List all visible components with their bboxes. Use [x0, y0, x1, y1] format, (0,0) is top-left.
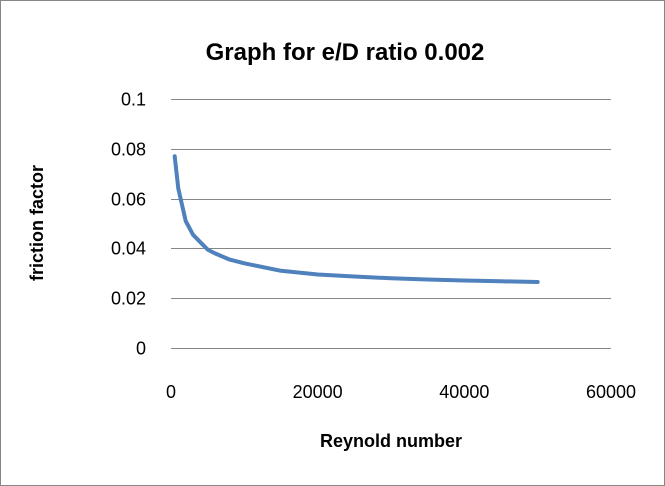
chart-title: Graph for e/D ratio 0.002: [206, 39, 485, 66]
y-tick-label: 0: [136, 339, 146, 359]
x-tick-label: 0: [166, 382, 176, 402]
y-tick-label: 0.1: [121, 90, 146, 110]
y-axis-title: friction factor: [27, 165, 47, 281]
y-tick-label: 0.02: [111, 289, 146, 309]
x-tick-label: 60000: [586, 382, 636, 402]
y-tick-label: 0.06: [111, 190, 146, 210]
x-tick-label: 20000: [293, 382, 343, 402]
x-tick-label: 40000: [439, 382, 489, 402]
tick-labels: 0 0.02 0.04 0.06 0.08 0.1 0 20000 40000 60000: [111, 90, 636, 403]
series-layer: [172, 154, 540, 284]
series-line-0: [172, 154, 540, 284]
y-tick-label: 0.04: [111, 239, 146, 259]
gridlines: [171, 99, 611, 299]
x-axis-title: Reynold number: [320, 431, 462, 451]
y-tick-label: 0.08: [111, 140, 146, 160]
